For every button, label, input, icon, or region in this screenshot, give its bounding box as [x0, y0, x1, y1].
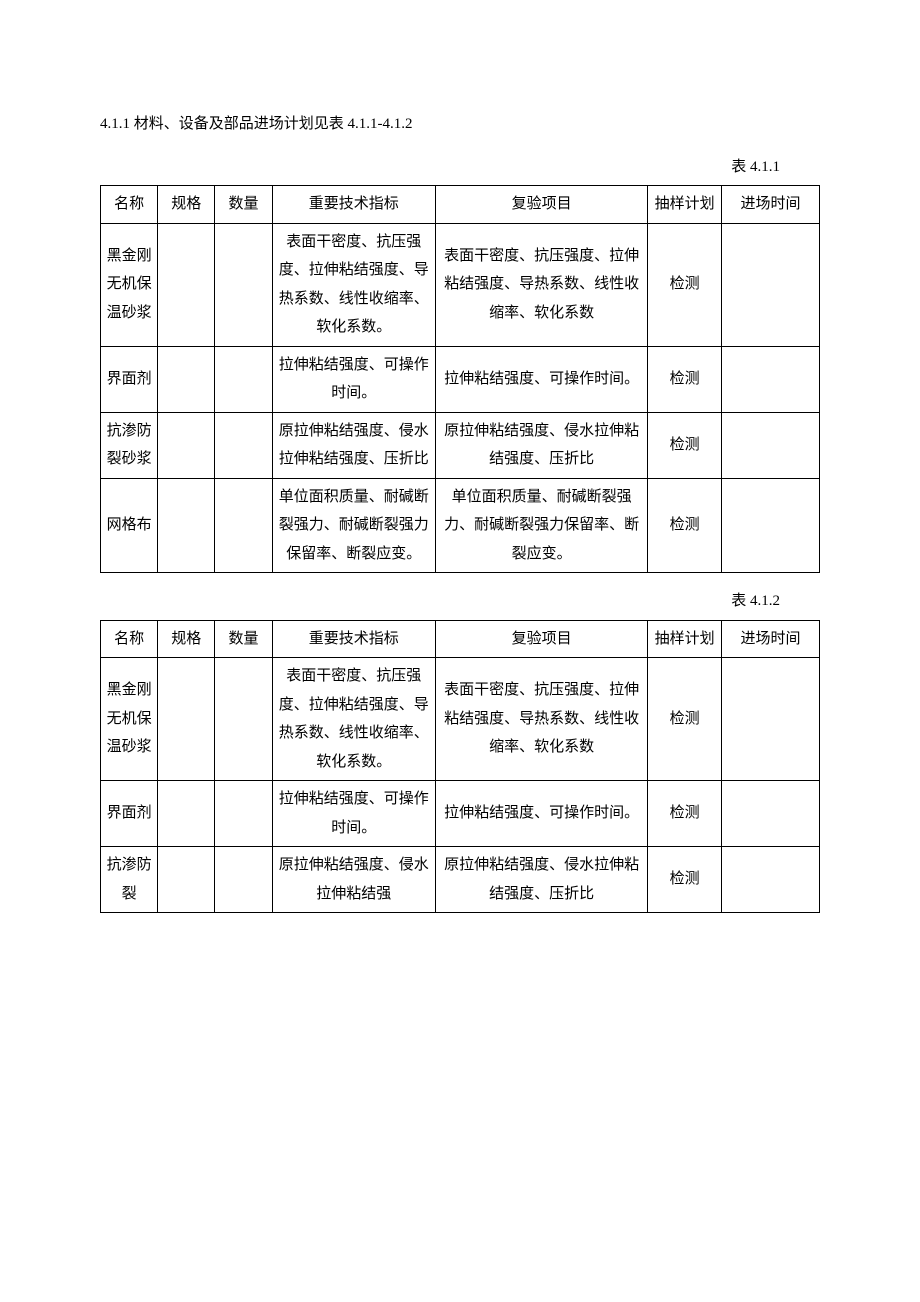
- header-name: 名称: [101, 620, 158, 658]
- cell-tech: 表面干密度、抗压强度、拉伸粘结强度、导热系数、线性收缩率、软化系数。: [272, 658, 435, 781]
- table-header-row: 名称 规格 数量 重要技术指标 复验项目 抽样计划 进场时间: [101, 620, 820, 658]
- cell-qty: [215, 781, 272, 847]
- cell-tech: 表面干密度、抗压强度、拉伸粘结强度、导热系数、线性收缩率、软化系数。: [272, 223, 435, 346]
- cell-tech: 原拉伸粘结强度、侵水拉伸粘结强度、压折比: [272, 412, 435, 478]
- cell-qty: [215, 658, 272, 781]
- cell-sample: 检测: [648, 847, 722, 913]
- cell-qty: [215, 412, 272, 478]
- cell-qty: [215, 346, 272, 412]
- cell-spec: [158, 412, 215, 478]
- header-tech: 重要技术指标: [272, 186, 435, 224]
- cell-sample: 检测: [648, 223, 722, 346]
- cell-retest: 原拉伸粘结强度、侵水拉伸粘结强度、压折比: [435, 847, 647, 913]
- table-1-label: 表 4.1.1: [100, 153, 820, 182]
- cell-spec: [158, 658, 215, 781]
- table-row: 黑金刚无机保温砂浆 表面干密度、抗压强度、拉伸粘结强度、导热系数、线性收缩率、软…: [101, 658, 820, 781]
- cell-name: 界面剂: [101, 346, 158, 412]
- cell-time: [721, 781, 819, 847]
- header-time: 进场时间: [721, 186, 819, 224]
- table-row: 网格布 单位面积质量、耐碱断裂强力、耐碱断裂强力保留率、断裂应变。 单位面积质量…: [101, 478, 820, 573]
- table-row: 抗渗防裂砂浆 原拉伸粘结强度、侵水拉伸粘结强度、压折比 原拉伸粘结强度、侵水拉伸…: [101, 412, 820, 478]
- cell-time: [721, 478, 819, 573]
- cell-qty: [215, 223, 272, 346]
- header-sample: 抽样计划: [648, 620, 722, 658]
- section-intro: 4.1.1 材料、设备及部品进场计划见表 4.1.1-4.1.2: [100, 110, 820, 139]
- header-retest: 复验项目: [435, 620, 647, 658]
- cell-spec: [158, 346, 215, 412]
- cell-retest: 原拉伸粘结强度、侵水拉伸粘结强度、压折比: [435, 412, 647, 478]
- cell-name: 抗渗防裂: [101, 847, 158, 913]
- cell-time: [721, 223, 819, 346]
- header-time: 进场时间: [721, 620, 819, 658]
- cell-spec: [158, 478, 215, 573]
- cell-name: 黑金刚无机保温砂浆: [101, 658, 158, 781]
- table-row: 界面剂 拉伸粘结强度、可操作时间。 拉伸粘结强度、可操作时间。 检测: [101, 346, 820, 412]
- cell-qty: [215, 847, 272, 913]
- header-sample: 抽样计划: [648, 186, 722, 224]
- cell-retest: 表面干密度、抗压强度、拉伸粘结强度、导热系数、线性收缩率、软化系数: [435, 223, 647, 346]
- cell-time: [721, 412, 819, 478]
- cell-name: 界面剂: [101, 781, 158, 847]
- header-retest: 复验项目: [435, 186, 647, 224]
- cell-sample: 检测: [648, 781, 722, 847]
- cell-tech: 拉伸粘结强度、可操作时间。: [272, 346, 435, 412]
- cell-sample: 检测: [648, 478, 722, 573]
- material-table-1: 名称 规格 数量 重要技术指标 复验项目 抽样计划 进场时间 黑金刚无机保温砂浆…: [100, 185, 820, 573]
- cell-retest: 拉伸粘结强度、可操作时间。: [435, 781, 647, 847]
- table-2-label: 表 4.1.2: [100, 587, 820, 616]
- cell-time: [721, 658, 819, 781]
- table-header-row: 名称 规格 数量 重要技术指标 复验项目 抽样计划 进场时间: [101, 186, 820, 224]
- cell-retest: 单位面积质量、耐碱断裂强力、耐碱断裂强力保留率、断裂应变。: [435, 478, 647, 573]
- header-qty: 数量: [215, 186, 272, 224]
- material-table-2: 名称 规格 数量 重要技术指标 复验项目 抽样计划 进场时间 黑金刚无机保温砂浆…: [100, 620, 820, 914]
- cell-retest: 表面干密度、抗压强度、拉伸粘结强度、导热系数、线性收缩率、软化系数: [435, 658, 647, 781]
- cell-tech: 原拉伸粘结强度、侵水拉伸粘结强: [272, 847, 435, 913]
- cell-spec: [158, 847, 215, 913]
- header-spec: 规格: [158, 620, 215, 658]
- header-qty: 数量: [215, 620, 272, 658]
- cell-retest: 拉伸粘结强度、可操作时间。: [435, 346, 647, 412]
- cell-sample: 检测: [648, 412, 722, 478]
- cell-sample: 检测: [648, 658, 722, 781]
- header-tech: 重要技术指标: [272, 620, 435, 658]
- cell-spec: [158, 223, 215, 346]
- cell-tech: 单位面积质量、耐碱断裂强力、耐碱断裂强力保留率、断裂应变。: [272, 478, 435, 573]
- table-row: 界面剂 拉伸粘结强度、可操作时间。 拉伸粘结强度、可操作时间。 检测: [101, 781, 820, 847]
- cell-name: 黑金刚无机保温砂浆: [101, 223, 158, 346]
- cell-tech: 拉伸粘结强度、可操作时间。: [272, 781, 435, 847]
- cell-qty: [215, 478, 272, 573]
- cell-name: 抗渗防裂砂浆: [101, 412, 158, 478]
- cell-spec: [158, 781, 215, 847]
- cell-name: 网格布: [101, 478, 158, 573]
- table-row: 抗渗防裂 原拉伸粘结强度、侵水拉伸粘结强 原拉伸粘结强度、侵水拉伸粘结强度、压折…: [101, 847, 820, 913]
- cell-time: [721, 847, 819, 913]
- header-name: 名称: [101, 186, 158, 224]
- cell-time: [721, 346, 819, 412]
- table-row: 黑金刚无机保温砂浆 表面干密度、抗压强度、拉伸粘结强度、导热系数、线性收缩率、软…: [101, 223, 820, 346]
- cell-sample: 检测: [648, 346, 722, 412]
- header-spec: 规格: [158, 186, 215, 224]
